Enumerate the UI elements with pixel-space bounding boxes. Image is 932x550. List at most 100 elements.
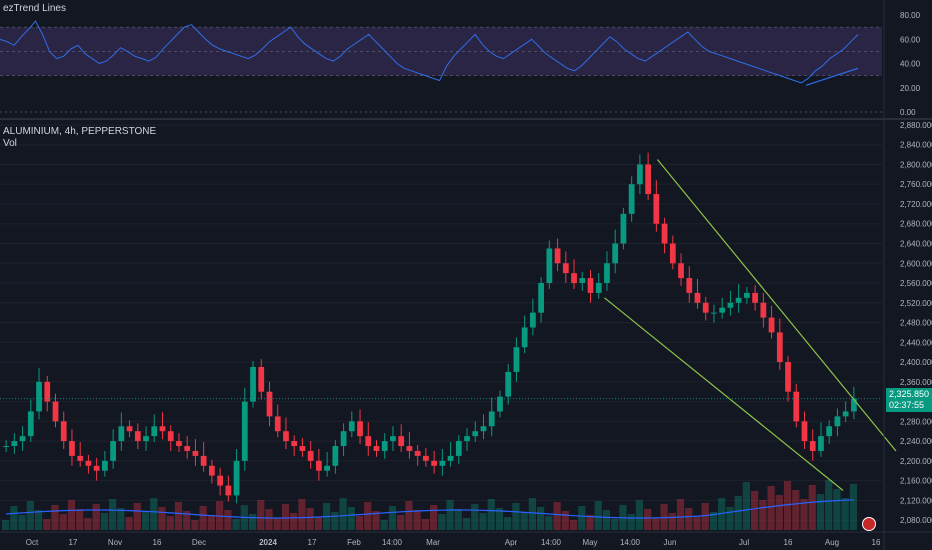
volume-bar bbox=[685, 508, 693, 530]
volume-bar bbox=[421, 519, 429, 530]
candle-body bbox=[85, 460, 92, 466]
candle-body bbox=[818, 436, 824, 451]
volume-bar bbox=[183, 511, 191, 530]
price-y-tick: 2,800.000 bbox=[900, 160, 932, 169]
x-tick: Feb bbox=[347, 538, 361, 547]
candle-body bbox=[653, 194, 660, 224]
candle-body bbox=[842, 411, 849, 417]
volume-bar bbox=[232, 519, 240, 530]
price-y-tick: 2,760.000 bbox=[900, 180, 932, 189]
price-y-tick: 2,560.000 bbox=[900, 279, 932, 288]
volume-bar bbox=[314, 517, 322, 530]
candle-body bbox=[126, 426, 133, 432]
volume-bar bbox=[150, 498, 158, 530]
candle-body bbox=[587, 278, 594, 293]
volume-bar bbox=[841, 498, 849, 530]
rsi-line bbox=[0, 20, 859, 84]
volume-bar bbox=[553, 502, 561, 530]
candle-body bbox=[398, 436, 405, 447]
flag-icon[interactable] bbox=[862, 517, 876, 531]
volume-bar bbox=[18, 515, 26, 530]
candle-body bbox=[69, 441, 75, 456]
price-y-tick: 2,840.000 bbox=[900, 141, 932, 150]
candle-body bbox=[744, 292, 750, 298]
price-y-tick: 2,200.000 bbox=[900, 457, 932, 466]
volume-bar bbox=[545, 516, 553, 530]
rsi-trend-segment bbox=[805, 67, 859, 86]
candle-body bbox=[851, 398, 857, 412]
volume-bar bbox=[454, 509, 462, 530]
volume-bar bbox=[141, 512, 150, 530]
candle-body bbox=[414, 450, 421, 456]
volume-bar bbox=[849, 484, 857, 530]
symbol-title: ALUMINIUM, 4h, PEPPERSTONE bbox=[3, 126, 157, 137]
volume-bar bbox=[405, 501, 413, 530]
volume-bar bbox=[751, 491, 759, 530]
volume-bar bbox=[174, 502, 183, 530]
candle-body bbox=[184, 446, 191, 451]
candle-body bbox=[447, 455, 454, 461]
volume-bar bbox=[594, 501, 602, 530]
volume-bar bbox=[520, 512, 528, 530]
volume-bar bbox=[759, 500, 767, 530]
candle-body bbox=[274, 416, 281, 432]
candle-body bbox=[702, 302, 709, 313]
indicator-title: ezTrend Lines bbox=[3, 3, 66, 14]
volume-bar bbox=[388, 506, 397, 530]
x-tick: 14:00 bbox=[620, 538, 641, 547]
volume-bar bbox=[611, 519, 619, 530]
candle-body bbox=[488, 411, 495, 427]
volume-bar bbox=[709, 512, 718, 530]
candle-body bbox=[752, 292, 758, 303]
candle-body bbox=[809, 441, 816, 451]
price-y-tick: 2,680.000 bbox=[900, 220, 932, 229]
candle-body bbox=[431, 460, 437, 466]
volume-bar bbox=[34, 510, 43, 530]
x-tick: 16 bbox=[153, 538, 162, 547]
volume-bar bbox=[726, 507, 734, 530]
volume-bar bbox=[775, 495, 783, 530]
volume-bar bbox=[380, 520, 388, 530]
candle-body bbox=[513, 347, 520, 372]
volume-bar bbox=[117, 508, 125, 530]
volume-bar bbox=[43, 519, 51, 530]
candle-body bbox=[727, 302, 734, 308]
candle-body bbox=[241, 401, 248, 461]
candle-body bbox=[159, 426, 166, 432]
candle-body bbox=[93, 465, 100, 471]
candle-body bbox=[776, 332, 783, 363]
candle-body bbox=[768, 317, 775, 333]
volume-bar bbox=[265, 509, 273, 530]
candle-body bbox=[19, 436, 26, 442]
candle-body bbox=[357, 421, 363, 437]
volume-bar bbox=[652, 518, 660, 530]
candle-body bbox=[36, 381, 42, 412]
candle-body bbox=[521, 327, 528, 348]
candle-body bbox=[176, 441, 182, 447]
rsi-y-tick: 0.00 bbox=[900, 108, 916, 117]
candle-body bbox=[530, 312, 536, 328]
volume-bar bbox=[586, 515, 594, 530]
candle-body bbox=[579, 278, 586, 284]
candle-body bbox=[110, 441, 116, 461]
candle-body bbox=[439, 460, 446, 466]
volume-bar bbox=[372, 511, 380, 530]
candle-body bbox=[332, 446, 339, 466]
candle-body bbox=[200, 455, 207, 466]
volume-bar bbox=[668, 513, 676, 530]
volume-bar bbox=[125, 517, 133, 530]
last-price: 2,325.850 bbox=[889, 389, 930, 399]
candle-body bbox=[225, 485, 232, 496]
candle-body bbox=[192, 450, 199, 456]
volume-bar bbox=[825, 480, 833, 530]
x-tick: 14:00 bbox=[541, 538, 562, 547]
volume-bar bbox=[67, 500, 76, 530]
volume-bar bbox=[767, 486, 775, 530]
volume-bar bbox=[2, 520, 10, 530]
x-tick: Jul bbox=[739, 538, 749, 547]
volume-bar bbox=[676, 499, 685, 530]
candle-body bbox=[11, 441, 18, 447]
candle-body bbox=[669, 243, 676, 264]
volume-bar bbox=[430, 505, 438, 530]
